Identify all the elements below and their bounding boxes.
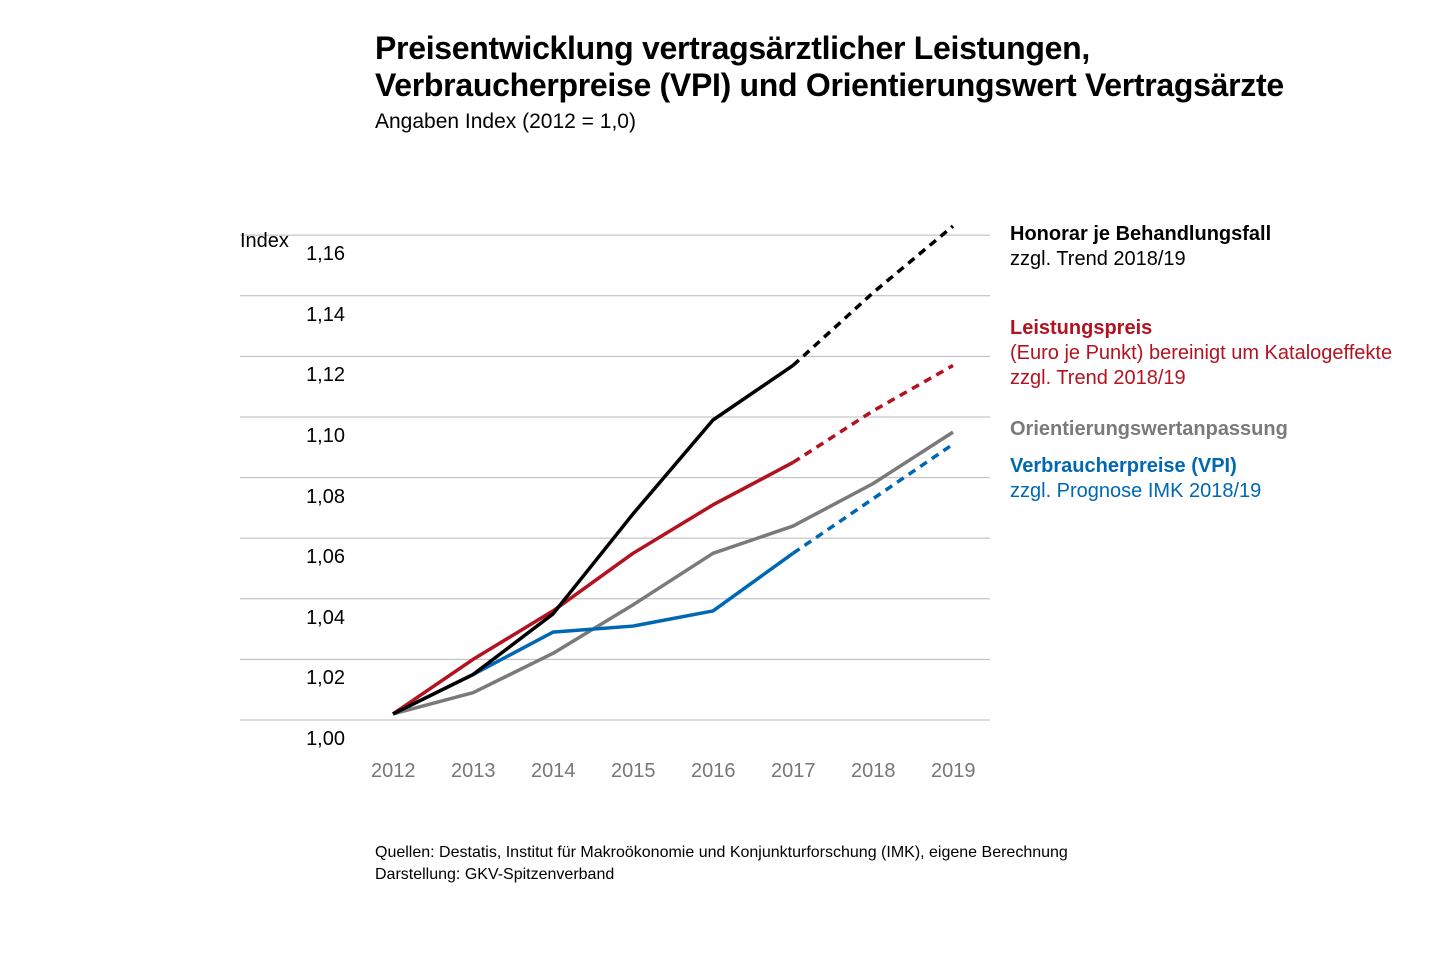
y-tick-label: 1,14 (295, 304, 345, 327)
legend-subtitle: (Euro je Punkt) bereinigt um Katalogeffe… (1010, 341, 1420, 391)
legend-title: Leistungspreis (1010, 316, 1420, 341)
legend-item-vpi: Verbraucherpreise (VPI) zzgl. Prognose I… (1010, 454, 1420, 504)
y-axis-title: Index (240, 230, 289, 253)
title-line-1: Preisentwicklung vertragsärztlicher Leis… (375, 30, 1090, 66)
chart-container: Preisentwicklung vertragsärztlicher Leis… (0, 0, 1440, 972)
x-tick-label: 2014 (531, 760, 576, 783)
y-tick-label: 1,08 (295, 486, 345, 509)
legend-title: Orientierungswertanpassung (1010, 417, 1420, 442)
y-tick-label: 1,00 (295, 728, 345, 751)
chart-footer: Quellen: Destatis, Institut für Makroöko… (375, 842, 1068, 887)
footer-sources: Quellen: Destatis, Institut für Makroöko… (375, 842, 1068, 864)
x-tick-label: 2019 (931, 760, 976, 783)
chart-svg (240, 220, 1000, 780)
x-tick-label: 2015 (611, 760, 656, 783)
legend-item-leistungspreis: Leistungspreis (Euro je Punkt) bereinigt… (1010, 316, 1420, 391)
legend-item-honorar: Honorar je Behandlungsfall zzgl. Trend 2… (1010, 222, 1420, 272)
x-tick-label: 2016 (691, 760, 736, 783)
title-line-2: Verbraucherpreise (VPI) und Orientierung… (375, 67, 1284, 103)
chart-title: Preisentwicklung vertragsärztlicher Leis… (375, 30, 1284, 104)
legend-item-orientierungswert: Orientierungswertanpassung (1010, 417, 1420, 442)
legend-subtitle: zzgl. Trend 2018/19 (1010, 247, 1420, 272)
x-tick-label: 2017 (771, 760, 816, 783)
y-tick-label: 1,12 (295, 364, 345, 387)
x-tick-label: 2013 (451, 760, 496, 783)
y-tick-label: 1,06 (295, 546, 345, 569)
y-tick-label: 1,16 (295, 243, 345, 266)
chart-subtitle: Angaben Index (2012 = 1,0) (375, 110, 636, 134)
legend: Honorar je Behandlungsfall zzgl. Trend 2… (1010, 222, 1420, 530)
y-tick-label: 1,02 (295, 667, 345, 690)
legend-title: Honorar je Behandlungsfall (1010, 222, 1420, 247)
y-tick-label: 1,10 (295, 425, 345, 448)
legend-title: Verbraucherpreise (VPI) (1010, 454, 1420, 479)
legend-subtitle: zzgl. Prognose IMK 2018/19 (1010, 479, 1420, 504)
footer-attribution: Darstellung: GKV-Spitzenverband (375, 864, 1068, 886)
x-tick-label: 2012 (371, 760, 416, 783)
y-tick-label: 1,04 (295, 607, 345, 630)
x-tick-label: 2018 (851, 760, 896, 783)
